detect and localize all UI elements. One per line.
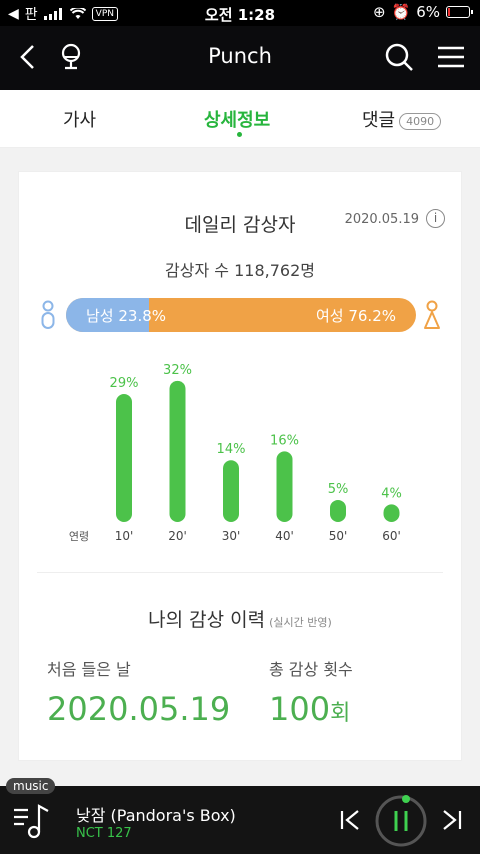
back-to-app-icon[interactable]: ◀	[8, 6, 19, 22]
next-track-icon[interactable]	[440, 808, 464, 832]
music-tag: music	[6, 778, 56, 794]
age-bar	[330, 499, 346, 522]
age-bar-value-label: 32%	[163, 363, 192, 378]
age-bar-chart: 연령 29% 10' 32% 20' 14% 30' 16% 40' 5% 50' 4% 60'	[69, 363, 402, 543]
history-title: 나의 감상 이력 (실시간 반영)	[19, 605, 461, 632]
age-bar-value-label: 5%	[328, 482, 349, 497]
age-bar	[116, 394, 132, 522]
tab-comments-label: 댓글	[362, 110, 396, 131]
menu-icon[interactable]	[434, 40, 468, 74]
microphone-icon[interactable]	[54, 40, 88, 74]
total-plays-value: 100회	[269, 690, 350, 728]
female-ratio-label: 여성 76.2%	[315, 307, 396, 325]
carrier-label: 판	[24, 7, 38, 23]
song-title[interactable]: 낮잠 (Pandora's Box)	[76, 806, 236, 825]
age-category-label: 20'	[168, 529, 187, 543]
status-right: ⊕ ⏰ 6%	[372, 3, 473, 21]
total-plays-unit: 회	[330, 701, 351, 726]
age-category-label: 60'	[382, 529, 401, 543]
orientation-lock-icon: ⊕	[372, 3, 386, 21]
tab-details[interactable]: 상세정보	[204, 110, 271, 131]
section-divider	[37, 572, 443, 573]
age-bar	[276, 451, 293, 522]
back-arrow-icon[interactable]	[12, 40, 46, 74]
age-bar-value-label: 29%	[110, 376, 139, 391]
age-bar	[169, 380, 186, 522]
info-icon[interactable]: i	[426, 209, 445, 228]
status-bar: ◀ 판 VPN 오전 1:28 ⊕ ⏰ 6%	[0, 0, 480, 26]
wifi-icon	[69, 8, 86, 19]
previous-track-icon[interactable]	[338, 808, 362, 832]
age-category-label: 30'	[222, 529, 241, 543]
female-icon	[424, 300, 440, 329]
mini-player[interactable]: music 낮잠 (Pandora's Box) NCT 127	[0, 778, 480, 854]
vpn-badge: VPN	[91, 7, 118, 21]
tab-lyrics[interactable]: 가사	[63, 110, 97, 131]
history-title-text: 나의 감상 이력	[148, 609, 266, 631]
gender-ratio-bar: 남성 23.8% 여성 76.2%	[66, 298, 416, 332]
playlist-icon[interactable]	[12, 802, 52, 840]
comment-count-badge: 4090	[399, 112, 442, 130]
total-plays-label: 총 감상 횟수	[269, 660, 353, 679]
status-time: 오전 1:28	[204, 6, 276, 24]
status-left: ◀ 판 VPN	[8, 4, 118, 24]
age-bar	[223, 460, 239, 522]
page-title: Punch	[208, 44, 272, 68]
search-icon[interactable]	[382, 40, 416, 74]
age-category-label: 10'	[115, 529, 134, 543]
pause-button[interactable]	[374, 794, 428, 848]
listener-count: 감상자 수 118,762명	[165, 261, 315, 280]
battery-icon	[446, 6, 473, 18]
male-ratio-fill	[66, 298, 150, 332]
daily-date: 2020.05.19	[344, 212, 419, 227]
age-bar-value-label: 16%	[270, 433, 299, 448]
first-listen-date: 2020.05.19	[47, 690, 231, 728]
age-category-label: 40'	[275, 529, 294, 543]
realtime-note: (실시간 반영)	[269, 616, 332, 629]
active-tab-indicator	[237, 132, 242, 137]
age-bar	[383, 504, 400, 522]
age-category-label: 50'	[329, 529, 348, 543]
male-icon	[41, 300, 55, 329]
age-bar-value-label: 14%	[217, 442, 246, 457]
age-axis-label: 연령	[69, 530, 89, 543]
male-ratio-label: 남성 23.8%	[86, 307, 167, 325]
stats-card: 데일리 감상자 2020.05.19 i 감상자 수 118,762명 남성 2…	[18, 171, 462, 761]
alarm-icon: ⏰	[391, 3, 411, 21]
tab-comments[interactable]: 댓글 4090	[362, 106, 442, 132]
signal-icon	[43, 8, 62, 20]
artist-name[interactable]: NCT 127	[76, 826, 132, 841]
app-header: Punch	[0, 26, 480, 90]
total-plays-number: 100	[269, 690, 331, 728]
first-listen-label: 처음 들은 날	[47, 660, 131, 679]
tab-bar: 가사 상세정보 댓글 4090	[0, 90, 480, 148]
age-bar-value-label: 4%	[381, 486, 402, 501]
daily-listeners-title: 데일리 감상자	[184, 214, 296, 236]
battery-percent: 6%	[416, 3, 440, 21]
